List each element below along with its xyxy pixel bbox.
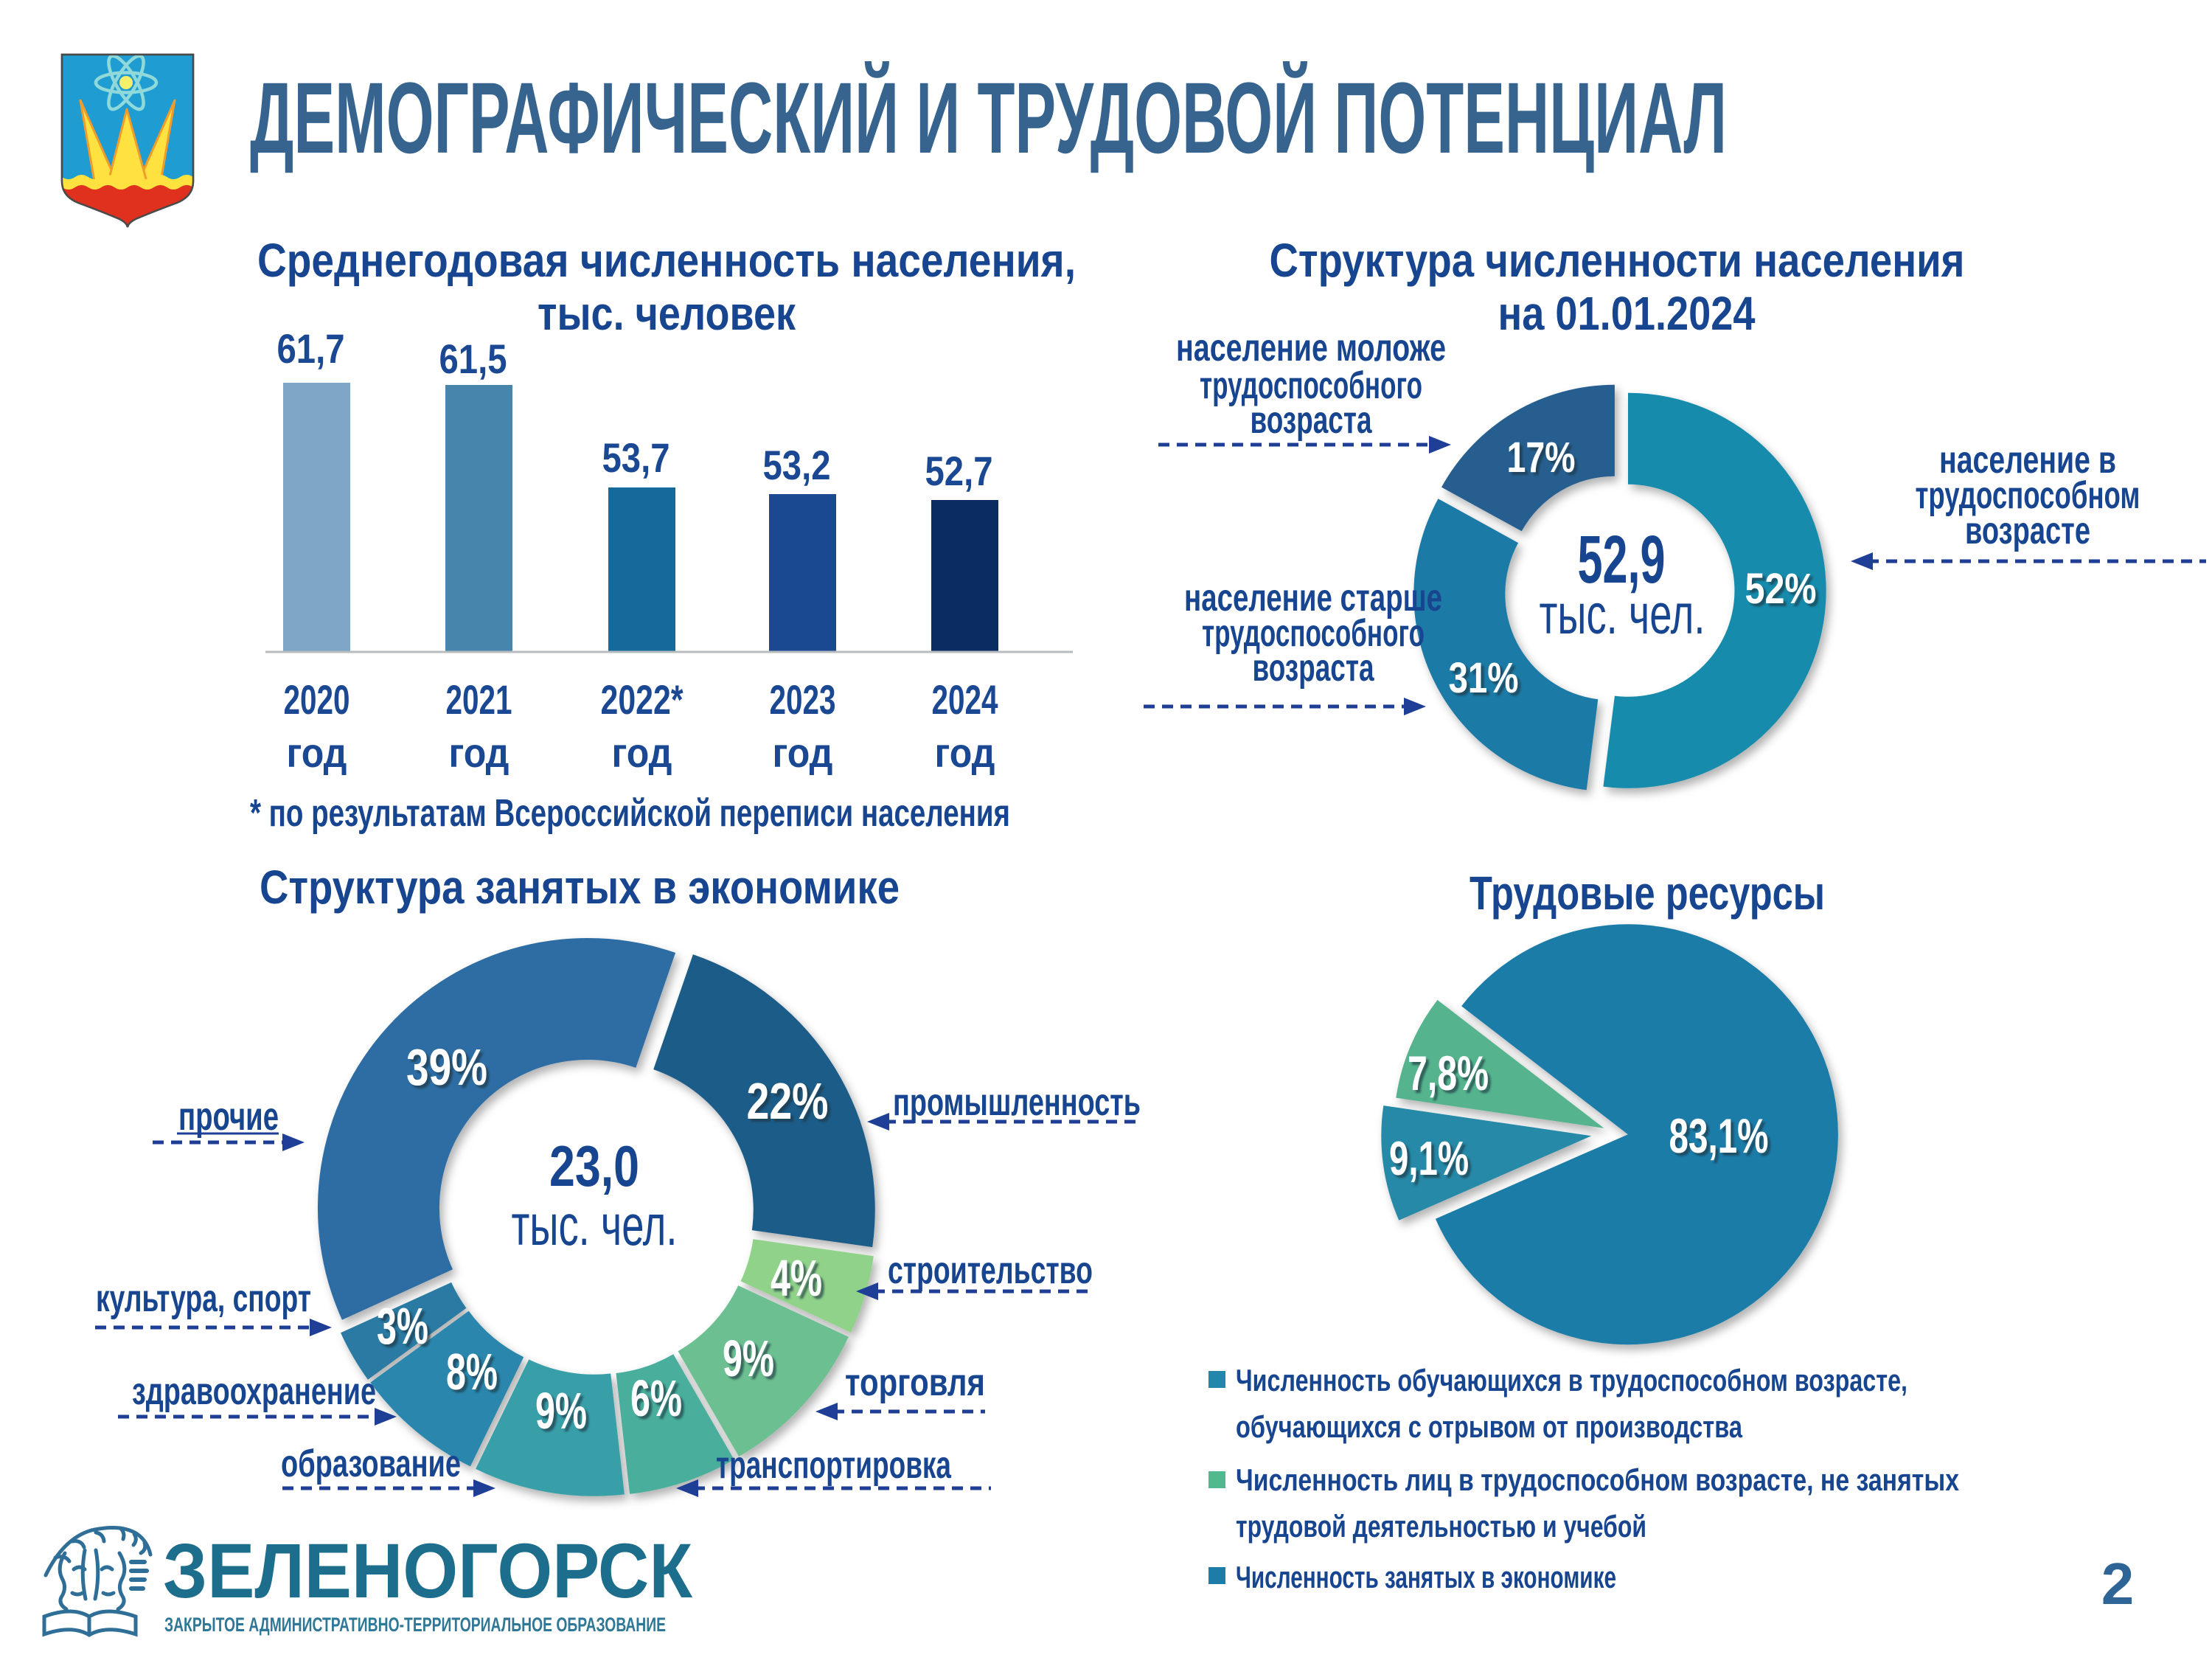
svg-text:3%: 3% <box>377 1297 428 1355</box>
svg-text:год: год <box>935 729 995 776</box>
svg-text:2023: 2023 <box>770 676 836 723</box>
svg-text:год: год <box>449 729 509 776</box>
svg-text:52,7: 52,7 <box>925 448 993 494</box>
svg-text:год: год <box>287 729 347 776</box>
svg-text:8%: 8% <box>446 1343 498 1400</box>
svg-text:Численность занятых в экономик: Численность занятых в экономике <box>1236 1560 1616 1594</box>
svg-text:возраста: возраста <box>1253 647 1375 690</box>
svg-text:обучающихся с отрывом от произ: обучающихся с отрывом от производства <box>1236 1409 1742 1444</box>
svg-text:ЗАКРЫТОЕ АДМИНИСТРАТИВНО-ТЕРРИ: ЗАКРЫТОЕ АДМИНИСТРАТИВНО-ТЕРРИТОРИАЛЬНОЕ… <box>164 1614 666 1636</box>
svg-text:на 01.01.2024: на 01.01.2024 <box>1498 287 1756 340</box>
svg-text:трудоспособном: трудоспособном <box>1916 474 2140 517</box>
svg-text:31%: 31% <box>1449 654 1519 702</box>
svg-text:тыс. чел.: тыс. чел. <box>512 1192 678 1257</box>
svg-text:Структура занятых в экономике: Структура занятых в экономике <box>260 861 900 914</box>
svg-text:ДЕМОГРАФИЧЕСКИЙ И ТРУДОВОЙ ПОТ: ДЕМОГРАФИЧЕСКИЙ И ТРУДОВОЙ ПОТЕНЦИАЛ <box>250 60 1727 175</box>
svg-text:трудоспособного: трудоспособного <box>1200 364 1422 407</box>
svg-text:возраста: возраста <box>1251 399 1373 442</box>
svg-text:население в: население в <box>1939 439 2116 482</box>
svg-text:9%: 9% <box>535 1382 587 1440</box>
svg-text:* по результатам Всероссийской: * по результатам Всероссийской переписи … <box>250 792 1010 835</box>
svg-text:52,9: 52,9 <box>1578 522 1666 597</box>
svg-text:52%: 52% <box>1745 565 1817 613</box>
svg-text:61,5: 61,5 <box>439 336 507 382</box>
svg-text:торговля: торговля <box>845 1361 985 1404</box>
svg-text:2022*: 2022* <box>601 676 684 723</box>
svg-text:39%: 39% <box>406 1038 487 1096</box>
svg-text:9%: 9% <box>723 1330 774 1387</box>
svg-text:год: год <box>773 729 833 776</box>
svg-text:2021: 2021 <box>446 676 512 723</box>
svg-text:4%: 4% <box>771 1249 822 1307</box>
svg-text:Трудовые ресурсы: Трудовые ресурсы <box>1470 867 1825 920</box>
svg-text:трудовой деятельностью и учебо: трудовой деятельностью и учебой <box>1236 1509 1646 1544</box>
svg-text:трудоспособного: трудоспособного <box>1202 612 1425 655</box>
svg-text:население моложе: население моложе <box>1176 327 1446 369</box>
svg-text:Структура численности населени: Структура численности населения <box>1270 234 1965 287</box>
svg-text:7,8%: 7,8% <box>1408 1046 1489 1100</box>
svg-text:транспортировка: транспортировка <box>716 1444 952 1487</box>
svg-text:83,1%: 83,1% <box>1669 1108 1769 1163</box>
svg-text:тыс. чел.: тыс. чел. <box>1540 583 1705 646</box>
svg-text:Среднегодовая численность насе: Среднегодовая численность населения, <box>257 234 1076 287</box>
svg-text:61,7: 61,7 <box>277 325 345 372</box>
svg-text:население старше: население старше <box>1184 577 1442 619</box>
svg-text:9,1%: 9,1% <box>1389 1131 1469 1185</box>
svg-text:культура, спорт: культура, спорт <box>96 1277 311 1320</box>
svg-text:2020: 2020 <box>284 676 350 723</box>
svg-text:образование: образование <box>281 1442 461 1485</box>
svg-text:год: год <box>612 729 672 776</box>
svg-text:2024: 2024 <box>932 676 998 723</box>
svg-text:17%: 17% <box>1507 434 1576 482</box>
svg-text:тыс. человек: тыс. человек <box>538 287 796 340</box>
svg-text:53,7: 53,7 <box>602 434 670 481</box>
svg-text:53,2: 53,2 <box>763 442 831 488</box>
svg-text:Численность лиц в трудоспособн: Численность лиц в трудоспособном возраст… <box>1236 1462 1960 1497</box>
svg-text:ЗЕЛЕНОГОРСК: ЗЕЛЕНОГОРСК <box>163 1528 693 1614</box>
svg-text:6%: 6% <box>630 1369 682 1427</box>
svg-text:2: 2 <box>2101 1551 2135 1617</box>
svg-text:возрасте: возрасте <box>1965 510 2090 552</box>
svg-text:23,0: 23,0 <box>549 1133 639 1198</box>
svg-text:22%: 22% <box>747 1072 829 1130</box>
svg-text:Численность обучающихся в труд: Численность обучающихся в трудоспособном… <box>1236 1363 1907 1398</box>
svg-text:строительство: строительство <box>888 1249 1093 1292</box>
svg-text:промышленность: промышленность <box>893 1081 1141 1124</box>
svg-text:прочие: прочие <box>178 1094 279 1139</box>
svg-text:здравоохранение: здравоохранение <box>132 1370 376 1413</box>
